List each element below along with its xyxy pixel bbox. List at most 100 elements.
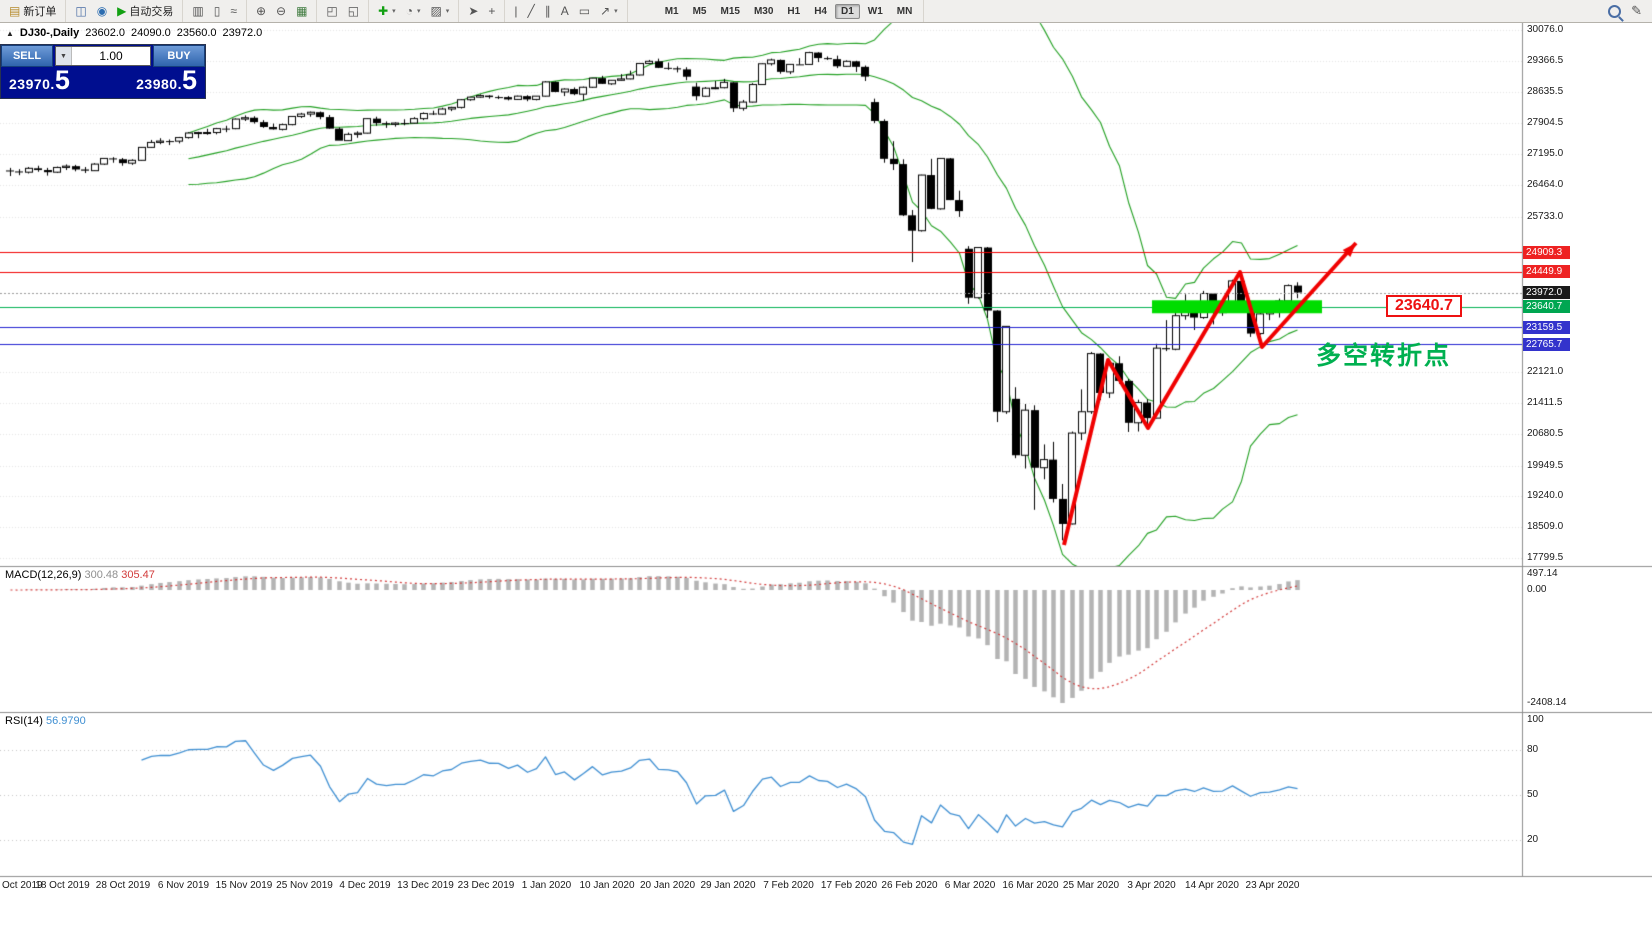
main-toolbar: ▤ 新订单 ◫ ◉ ▶ 自动交易 ▥ ▯ ≈ ⊕ ⊖ ▦ ◰ ◱ ✚ ▾ ◔ ▾ ▨ ▾ ➤ + | ╱ ∥ A ▭ ↗ ▾ M1 M5 M… (0, 0, 1652, 23)
date-axis[interactable]: Oct 2019 18 Oct 2019 28 Oct 2019 6 Nov 2019… (0, 878, 1522, 896)
date-axis-label: 25 Mar 2020 (1062, 880, 1120, 891)
ohlc-open: 23602.0 (85, 27, 125, 39)
ohlc-high: 24090.0 (131, 27, 171, 39)
vertical-line-icon[interactable]: | (514, 4, 518, 18)
timeframe-button-M15[interactable]: M15 (720, 5, 740, 17)
price-axis-label: 18509.0 (1527, 521, 1564, 533)
ohlc-low: 23560.0 (176, 27, 217, 39)
date-axis-label: 18 Oct 2019 (35, 880, 90, 891)
edit-icon[interactable]: ✎ (1631, 3, 1642, 18)
one-click-toggle-icon[interactable]: ▲ (6, 28, 14, 38)
toolbar-right: ✎ (1608, 3, 1652, 19)
price-axis-label: 26464.0 (1527, 179, 1564, 191)
rsi-indicator-label: RSI(14) 56.9790 (5, 715, 86, 727)
date-axis-label: 15 Nov 2019 (215, 880, 273, 891)
price-axis-label: 29366.5 (1527, 54, 1564, 66)
date-axis-label: 10 Jan 2020 (579, 880, 635, 891)
date-axis-label: Oct 2019 (2, 880, 43, 891)
price-axis-label: 28635.5 (1527, 85, 1564, 97)
rsi-axis[interactable]: 100 80 50 20 (1523, 0, 1652, 943)
buy-price: 23980.5 (136, 65, 197, 95)
community-icon[interactable]: ◉ (96, 4, 108, 18)
candlestick-chart-icon[interactable]: ▯ (213, 4, 221, 18)
sell-button[interactable]: SELL (1, 45, 53, 67)
rsi-axis-label: 80 (1527, 744, 1539, 755)
date-axis-label: 17 Feb 2020 (820, 880, 878, 891)
new-order-button[interactable]: ▤ 新订单 (9, 4, 57, 18)
tile-windows-icon[interactable]: ◰ (326, 4, 338, 18)
timeframe-button-H4[interactable]: H4 (814, 5, 827, 17)
search-icon[interactable] (1608, 4, 1622, 18)
date-axis-label: 23 Dec 2019 (457, 880, 515, 891)
timeframe-button-M1[interactable]: M1 (664, 5, 679, 17)
price-axis-label: 19949.5 (1527, 459, 1564, 471)
macd-axis-label: 497.14 (1527, 568, 1558, 579)
price-axis-label: 30076.0 (1527, 24, 1564, 35)
date-axis-label: 1 Jan 2020 (521, 880, 572, 891)
arrow-tool-icon[interactable]: ↗ ▾ (600, 4, 618, 18)
price-tag: 24449.9 (1523, 265, 1570, 279)
cascade-windows-icon[interactable]: ◱ (347, 4, 360, 18)
date-axis-label: 4 Dec 2019 (339, 880, 391, 891)
timeframe-button-M5[interactable]: M5 (692, 5, 707, 17)
macd-indicator-label: MACD(12,26,9) 300.48 305.47 (5, 569, 155, 581)
volume-input[interactable] (72, 47, 150, 65)
buy-button[interactable]: BUY (153, 45, 205, 67)
chart-header: ▲ DJ30-,Daily 23602.0 24090.0 23560.0 23… (6, 27, 262, 39)
one-click-trading-panel: SELL ▼ BUY 23970.5 23980.5 (0, 44, 206, 99)
date-axis-label: 3 Apr 2020 (1127, 880, 1176, 891)
macd-axis-label: 0.00 (1527, 584, 1547, 595)
date-axis-label: 25 Nov 2019 (276, 880, 333, 891)
timeframe-button-W1[interactable]: W1 (867, 5, 883, 17)
date-axis-label: 26 Feb 2020 (881, 880, 938, 891)
chart-shift-icon[interactable]: ▨ ▾ (430, 4, 450, 18)
price-axis-label: 27904.5 (1527, 117, 1564, 129)
price-axis-label: 19240.0 (1527, 490, 1564, 502)
turning-point-annotation[interactable]: 多空转折点 (1316, 342, 1452, 370)
price-axis-label: 22121.0 (1527, 366, 1564, 378)
channel-icon[interactable]: ∥ (544, 4, 551, 18)
price-axis-label: 17799.5 (1527, 551, 1564, 563)
date-axis-label: 28 Oct 2019 (95, 880, 151, 891)
crosshair-icon[interactable]: + (488, 4, 496, 18)
price-axis[interactable]: 30076.0 29366.5 28635.5 27904.5 27195.0 26464… (1523, 22, 1652, 876)
date-axis-label: 29 Jan 2020 (700, 880, 756, 891)
shapes-icon[interactable]: ▭ (578, 4, 591, 18)
price-tag: 23972.0 (1523, 286, 1570, 300)
price-axis-label: 25733.0 (1527, 210, 1564, 222)
sell-price: 23970.5 (9, 65, 70, 95)
date-axis-label: 14 Apr 2020 (1185, 880, 1239, 891)
price-tag: 23640.7 (1523, 300, 1570, 314)
timeframe-clock-icon[interactable]: ◔ ▾ (405, 4, 421, 18)
date-axis-label: 13 Dec 2019 (397, 880, 454, 891)
date-axis-label: 20 Jan 2020 (639, 880, 696, 891)
date-axis-label: 23 Apr 2020 (1245, 880, 1300, 891)
line-chart-icon[interactable]: ≈ (230, 4, 237, 18)
volume-dropdown[interactable]: ▼ (56, 47, 72, 65)
new-chart-icon[interactable]: ✚ ▾ (378, 4, 396, 18)
price-axis-label: 27195.0 (1527, 147, 1564, 159)
cursor-icon[interactable]: ➤ (468, 4, 479, 18)
timeframe-button-M30[interactable]: M30 (753, 5, 774, 17)
price-level-label-box[interactable]: 23640.7 (1386, 295, 1462, 317)
timeframe-button-D1[interactable]: D1 (835, 3, 860, 19)
timeframe-button-H1[interactable]: H1 (787, 5, 801, 17)
chart-grid-icon[interactable]: ▦ (296, 4, 308, 18)
macd-axis[interactable]: 497.14 0.00 -2408.14 (1523, 0, 1652, 943)
chart-symbol: DJ30-,Daily (19, 27, 80, 39)
zoom-in-icon[interactable]: ⊕ (255, 4, 267, 18)
rsi-axis-label: 20 (1527, 834, 1539, 845)
bar-chart-icon[interactable]: ▥ (192, 4, 204, 18)
autotrading-button[interactable]: ▶ 自动交易 (117, 4, 174, 18)
text-tool-icon[interactable]: A (560, 4, 569, 18)
timeframe-button-MN[interactable]: MN (896, 5, 913, 17)
market-depth-icon[interactable]: ◫ (75, 4, 87, 18)
price-tag: 24909.3 (1523, 245, 1570, 259)
ohlc-close: 23972.0 (222, 27, 263, 39)
price-tag: 22765.7 (1523, 337, 1570, 351)
trendline-icon[interactable]: ╱ (527, 4, 535, 18)
zoom-out-icon[interactable]: ⊖ (276, 4, 287, 18)
